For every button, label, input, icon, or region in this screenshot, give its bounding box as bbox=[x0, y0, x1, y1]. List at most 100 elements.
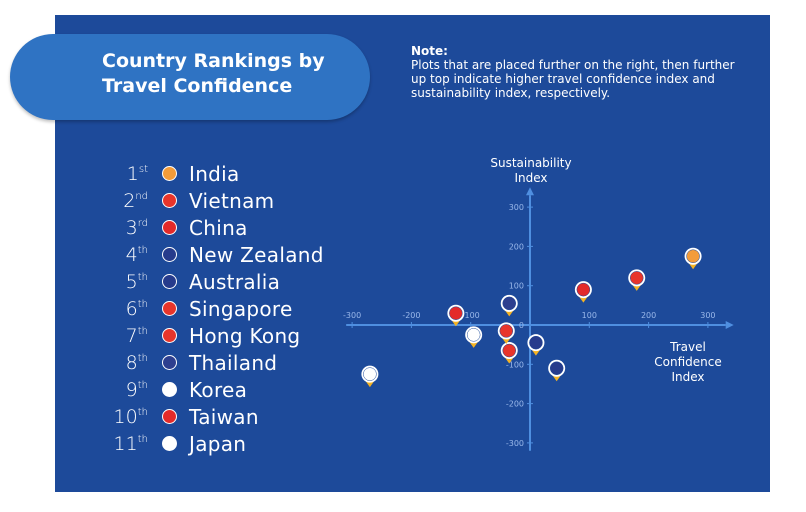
rank-number: 10th bbox=[102, 406, 148, 428]
rank-suffix: th bbox=[137, 271, 148, 283]
point-marker-taiwan bbox=[449, 306, 463, 320]
point-marker-korea bbox=[466, 328, 481, 342]
flag-icon bbox=[162, 382, 177, 397]
rank-value: 11 bbox=[113, 432, 138, 455]
rank-number: 7th bbox=[102, 325, 148, 347]
rank-number: 6th bbox=[102, 298, 148, 320]
country-name: Japan bbox=[189, 431, 247, 456]
country-name: Taiwan bbox=[189, 404, 259, 429]
rank-value: 4 bbox=[125, 243, 138, 266]
flag-icon bbox=[162, 409, 177, 424]
rank-suffix: st bbox=[138, 163, 148, 175]
x-tick-label: -300 bbox=[343, 311, 361, 320]
point-marker-vietnam bbox=[629, 271, 644, 285]
ranking-item: 3rd China bbox=[102, 214, 324, 241]
flag-icon bbox=[162, 220, 177, 235]
rank-value: 2 bbox=[123, 189, 136, 212]
x-tick-label: -200 bbox=[402, 311, 420, 320]
x-tick-label: -100 bbox=[462, 311, 480, 320]
point-marker-china bbox=[576, 282, 591, 297]
flag-icon bbox=[162, 274, 177, 289]
ranking-item: 2nd Vietnam bbox=[102, 187, 324, 214]
page-title: Country Rankings by Travel Confidence bbox=[102, 50, 325, 97]
rank-suffix: th bbox=[137, 244, 148, 256]
country-name: New Zealand bbox=[189, 242, 324, 267]
country-name: Korea bbox=[189, 377, 248, 402]
x-axis-label: Travel bbox=[669, 340, 706, 354]
rank-suffix: th bbox=[137, 379, 148, 391]
rank-suffix: rd bbox=[137, 217, 148, 229]
rank-number: 3rd bbox=[102, 217, 148, 239]
country-name: China bbox=[189, 215, 248, 240]
y-tick-label: 0 bbox=[519, 321, 524, 330]
rank-value: 5 bbox=[125, 270, 138, 293]
ranking-item: 4th New Zealand bbox=[102, 241, 324, 268]
flag-icon bbox=[162, 166, 177, 181]
y-tick-label: -300 bbox=[506, 439, 524, 448]
point-marker-thailand bbox=[502, 296, 516, 311]
rank-value: 6 bbox=[125, 297, 138, 320]
note-text: Plots that are placed further on the rig… bbox=[411, 58, 735, 100]
rank-number: 5th bbox=[102, 271, 148, 293]
flag-icon bbox=[162, 436, 177, 451]
ranking-item: 1st India bbox=[102, 160, 324, 187]
x-tick-label: 300 bbox=[700, 311, 715, 320]
rank-suffix: th bbox=[137, 433, 148, 445]
rank-suffix: nd bbox=[135, 190, 148, 202]
ranking-item: 5th Australia bbox=[102, 268, 324, 295]
y-axis-label: Sustainability bbox=[490, 156, 571, 170]
rank-value: 3 bbox=[125, 216, 138, 239]
point-marker-hong-kong bbox=[499, 324, 514, 338]
country-name: India bbox=[189, 161, 240, 186]
rank-number: 2nd bbox=[102, 190, 148, 212]
point-marker-singapore bbox=[502, 343, 516, 358]
rank-number: 11th bbox=[102, 433, 148, 455]
rank-value: 10 bbox=[113, 405, 138, 428]
point-marker-india bbox=[686, 249, 700, 263]
country-name: Singapore bbox=[189, 296, 293, 321]
ranking-list: 1st India 2nd Vietnam 3rd China 4th New Zealand… bbox=[102, 160, 324, 457]
x-tick-label: 100 bbox=[582, 311, 597, 320]
x-axis-label: Confidence bbox=[654, 355, 721, 369]
rank-suffix: th bbox=[137, 325, 148, 337]
flag-icon bbox=[162, 301, 177, 316]
ranking-item: 7th Hong Kong bbox=[102, 322, 324, 349]
flag-icon bbox=[162, 328, 177, 343]
rank-value: 8 bbox=[125, 351, 138, 374]
y-tick-label: 100 bbox=[509, 282, 524, 291]
rank-value: 9 bbox=[125, 378, 138, 401]
y-axis-arrow bbox=[526, 187, 534, 196]
flag-icon bbox=[162, 193, 177, 208]
y-tick-label: 300 bbox=[509, 203, 524, 212]
y-tick-label: -200 bbox=[506, 400, 524, 409]
point-marker-new-zealand bbox=[549, 361, 564, 375]
rank-number: 9th bbox=[102, 379, 148, 401]
country-name: Thailand bbox=[189, 350, 278, 375]
rank-value: 7 bbox=[125, 324, 138, 347]
country-name: Vietnam bbox=[189, 188, 275, 213]
ranking-item: 8th Thailand bbox=[102, 349, 324, 376]
note-label: Note: bbox=[411, 44, 448, 58]
ranking-item: 9th Korea bbox=[102, 376, 324, 403]
rank-number: 1st bbox=[102, 163, 148, 185]
point-marker-australia bbox=[529, 335, 543, 350]
flag-icon bbox=[162, 355, 177, 370]
y-tick-label: -100 bbox=[506, 360, 524, 369]
x-tick-label: 200 bbox=[641, 311, 656, 320]
rank-suffix: th bbox=[137, 298, 148, 310]
ranking-item: 6th Singapore bbox=[102, 295, 324, 322]
rank-suffix: th bbox=[137, 352, 148, 364]
ranking-item: 10th Taiwan bbox=[102, 403, 324, 430]
country-name: Australia bbox=[189, 269, 281, 294]
rank-number: 8th bbox=[102, 352, 148, 374]
note-box: Note: Plots that are placed further on t… bbox=[411, 44, 751, 100]
flag-icon bbox=[162, 247, 177, 262]
y-axis-label: Index bbox=[514, 171, 547, 185]
point-marker-japan bbox=[363, 367, 377, 381]
ranking-item: 11th Japan bbox=[102, 430, 324, 457]
x-axis-arrow bbox=[725, 321, 734, 329]
country-name: Hong Kong bbox=[189, 323, 301, 348]
x-axis-label: Index bbox=[671, 370, 704, 384]
rank-value: 1 bbox=[126, 162, 139, 185]
